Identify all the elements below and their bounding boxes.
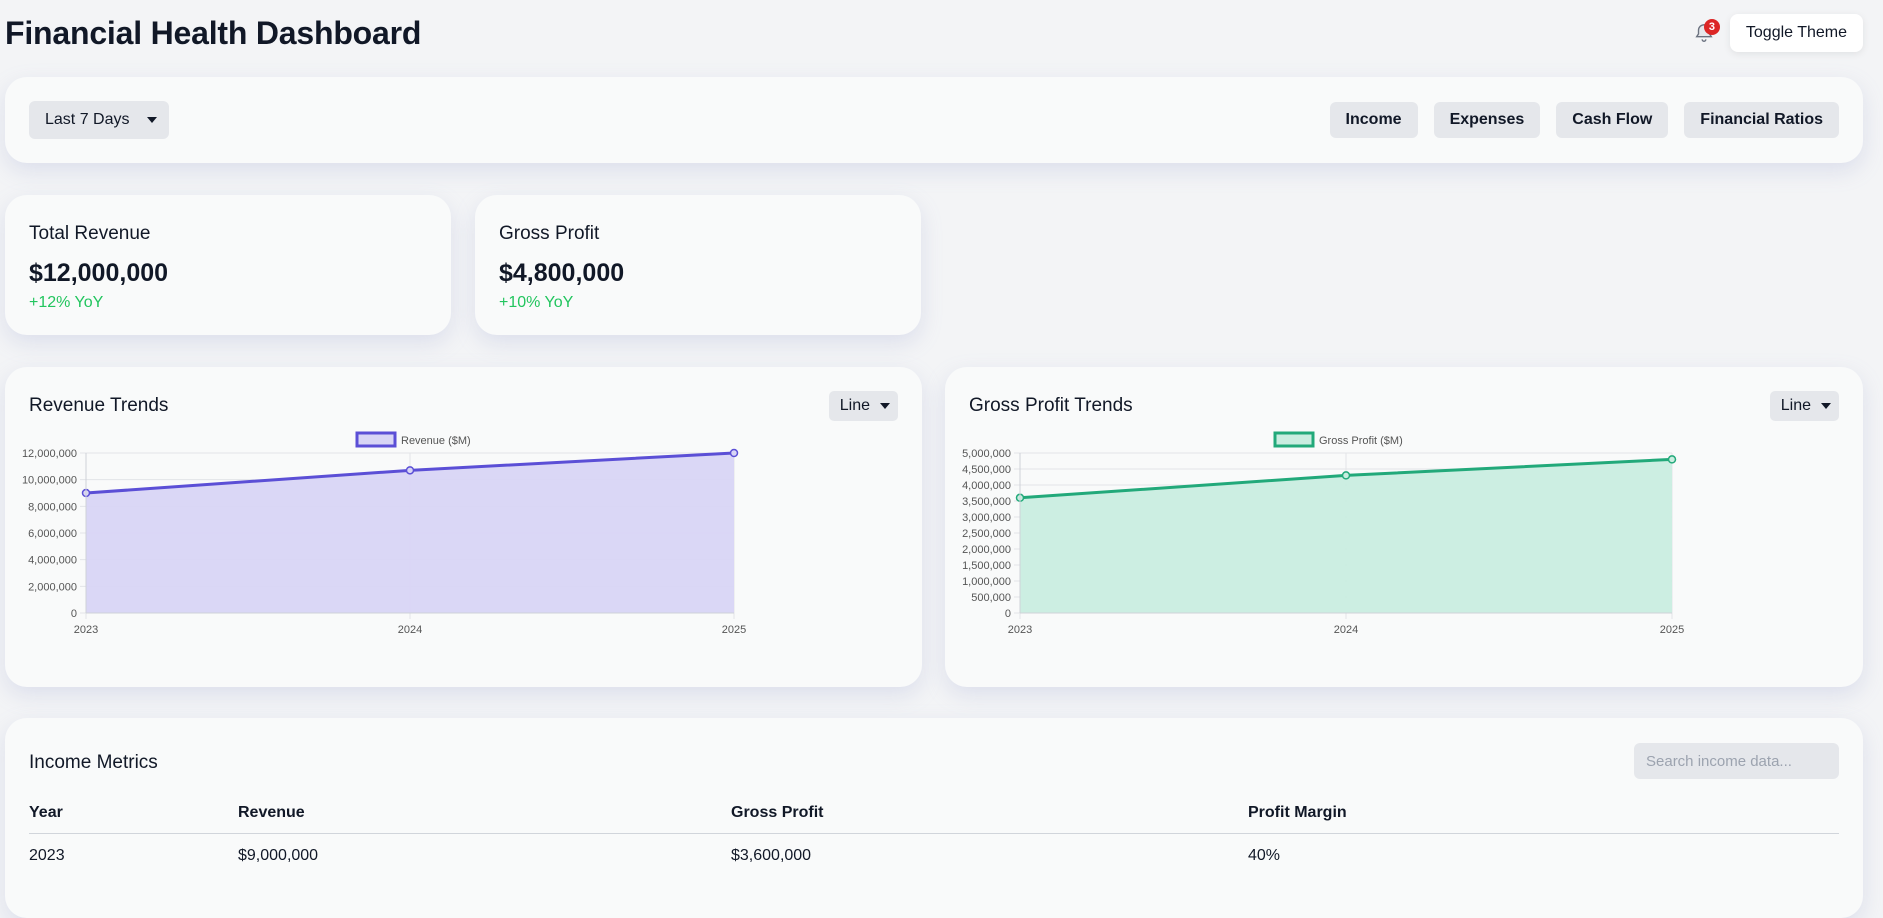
y-tick-label: 4,500,000 — [962, 464, 1011, 476]
header-actions: 3 Toggle Theme — [1692, 14, 1863, 52]
y-tick-label: 2,500,000 — [962, 528, 1011, 540]
y-tick-label: 8,000,000 — [28, 501, 77, 513]
period-select[interactable]: Last 7 Days — [29, 101, 170, 139]
tab-financial-ratios[interactable]: Financial Ratios — [1684, 102, 1839, 138]
data-point — [729, 448, 739, 458]
x-tick-label: 2024 — [398, 624, 422, 636]
column-header-year: Year — [29, 796, 238, 834]
gross-profit-chart-card: Gross Profit Trends Line 0 500,000 1,000,0… — [945, 367, 1863, 687]
kpi-label: Gross Profit — [499, 223, 600, 244]
tab-income[interactable]: Income — [1329, 102, 1418, 138]
y-tick-label: 0 — [1005, 608, 1011, 620]
cell-year: 2023 — [29, 847, 65, 864]
table-row: 2023 $9,000,000 $3,600,000 40% — [29, 834, 1839, 879]
table-header-row: Year Revenue Gross Profit Profit Margin — [29, 796, 1839, 834]
filter-bar: Last 7 Days Income Expenses Cash Flow Fi… — [5, 77, 1863, 163]
page-title: Financial Health Dashboard — [5, 14, 422, 51]
notifications-button[interactable]: 3 — [1692, 19, 1720, 45]
chart-type-value: Line — [839, 397, 870, 414]
y-tick-label: 0 — [71, 608, 77, 620]
y-tick-label: 4,000,000 — [962, 480, 1011, 492]
period-select-value: Last 7 Days — [45, 111, 130, 128]
tab-cash-flow[interactable]: Cash Flow — [1556, 102, 1669, 138]
chevron-down-icon — [147, 117, 158, 123]
kpi-change: +12% YoY — [29, 294, 104, 311]
legend-label: Revenue ($M) — [401, 435, 471, 447]
y-tick-label: 12,000,000 — [22, 448, 77, 460]
cell-gross-profit: $3,600,000 — [731, 847, 812, 864]
y-tick-label: 3,500,000 — [962, 496, 1011, 508]
legend-swatch — [355, 431, 397, 448]
chart-title: Revenue Trends — [29, 395, 169, 416]
revenue-chart-card: Revenue Trends Line 0 2,000,000 4,000,000 6… — [5, 367, 922, 687]
series-area — [1020, 459, 1672, 613]
x-tick-label: 2023 — [1008, 624, 1032, 636]
kpi-label: Total Revenue — [29, 223, 151, 244]
y-tick-label: 2,000,000 — [28, 581, 77, 593]
notification-badge: 3 — [1703, 19, 1720, 35]
column-header-gross-profit: Gross Profit — [731, 796, 1248, 834]
y-tick-label: 10,000,000 — [22, 475, 77, 487]
chart-type-select[interactable]: Line — [828, 391, 898, 421]
cell-profit-margin: 40% — [1248, 847, 1281, 864]
section-tabs: Income Expenses Cash Flow Financial Rati… — [1329, 102, 1839, 138]
legend-label: Gross Profit ($M) — [1319, 435, 1403, 447]
kpi-card-gross-profit: Gross Profit $4,800,000 +10% YoY — [475, 195, 921, 335]
chart-type-select[interactable]: Line — [1769, 391, 1839, 421]
data-point — [1667, 455, 1677, 464]
y-tick-label: 500,000 — [971, 592, 1011, 604]
search-input[interactable] — [1634, 743, 1839, 779]
y-tick-label: 6,000,000 — [28, 528, 77, 540]
table-title: Income Metrics — [29, 752, 158, 773]
y-tick-label: 4,000,000 — [28, 555, 77, 567]
chart-title: Gross Profit Trends — [969, 395, 1133, 416]
y-tick-label: 5,000,000 — [962, 448, 1011, 460]
y-tick-label: 1,500,000 — [962, 560, 1011, 572]
toggle-theme-button[interactable]: Toggle Theme — [1729, 14, 1863, 52]
y-tick-label: 1,000,000 — [962, 576, 1011, 588]
header: Financial Health Dashboard 3 Toggle Them… — [5, 0, 1863, 66]
x-tick-label: 2025 — [722, 624, 746, 636]
column-header-revenue: Revenue — [238, 796, 731, 834]
cell-revenue: $9,000,000 — [238, 847, 319, 864]
income-metrics-table: Year Revenue Gross Profit Profit Margin … — [29, 796, 1839, 878]
dashboard-page: Financial Health Dashboard 3 Toggle Them… — [5, 0, 1863, 864]
y-tick-label: 2,000,000 — [962, 544, 1011, 556]
series-area — [86, 453, 734, 613]
gross-profit-chart: 0 500,000 1,000,000 1,500,000 2,000,000 2,500… — [962, 431, 1684, 636]
y-tick-label: 3,000,000 — [962, 512, 1011, 524]
income-metrics-card: Income Metrics Year Revenue Gross Profit… — [5, 718, 1863, 918]
legend-swatch — [1273, 431, 1315, 448]
revenue-chart: 0 2,000,000 4,000,000 6,000,000 8,000,000 10,… — [22, 431, 746, 636]
x-tick-label: 2023 — [74, 624, 98, 636]
kpi-change: +10% YoY — [499, 294, 574, 311]
kpi-value: $4,800,000 — [499, 259, 625, 287]
chevron-down-icon — [1821, 403, 1831, 409]
chevron-down-icon — [880, 403, 890, 409]
x-tick-label: 2024 — [1334, 624, 1358, 636]
data-point — [405, 466, 415, 475]
column-header-profit-margin: Profit Margin — [1248, 796, 1839, 834]
data-point — [1341, 471, 1351, 480]
kpi-value: $12,000,000 — [29, 259, 169, 287]
chart-type-value: Line — [1780, 397, 1811, 414]
x-tick-label: 2025 — [1660, 624, 1684, 636]
kpi-card-total-revenue: Total Revenue $12,000,000 +12% YoY — [5, 195, 451, 335]
tab-expenses[interactable]: Expenses — [1433, 102, 1541, 138]
